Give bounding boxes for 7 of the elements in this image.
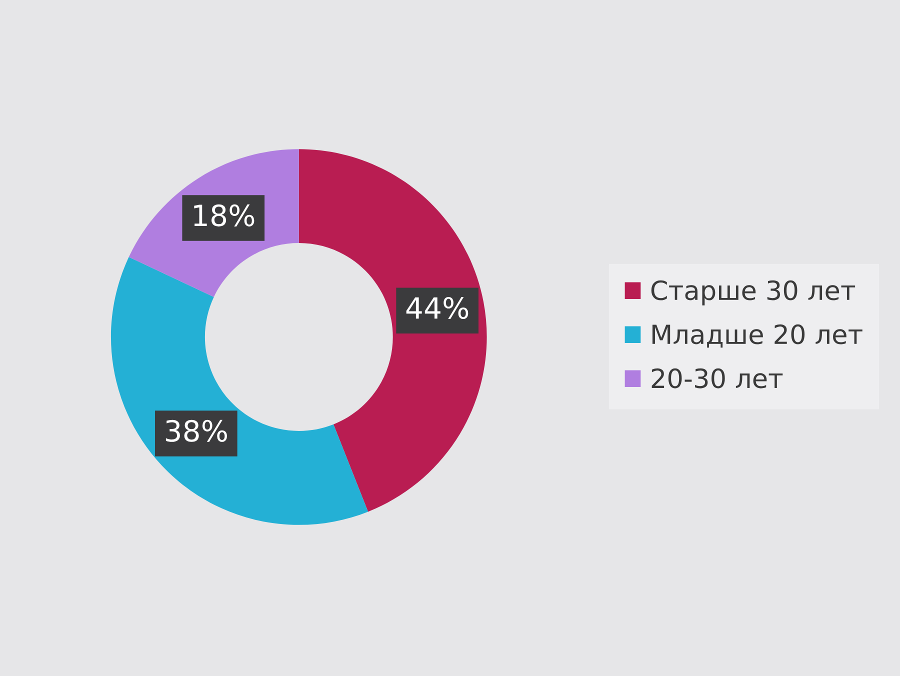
legend-label: 20-30 лет bbox=[652, 368, 783, 388]
donut-slice bbox=[298, 149, 487, 512]
data-label: 44% bbox=[406, 296, 468, 320]
legend-label: Старше 30 лет bbox=[651, 280, 856, 306]
data-label: 38% bbox=[166, 420, 227, 442]
legend-label: Младше 20 лет bbox=[652, 324, 862, 348]
data-label: 18% bbox=[194, 204, 254, 226]
